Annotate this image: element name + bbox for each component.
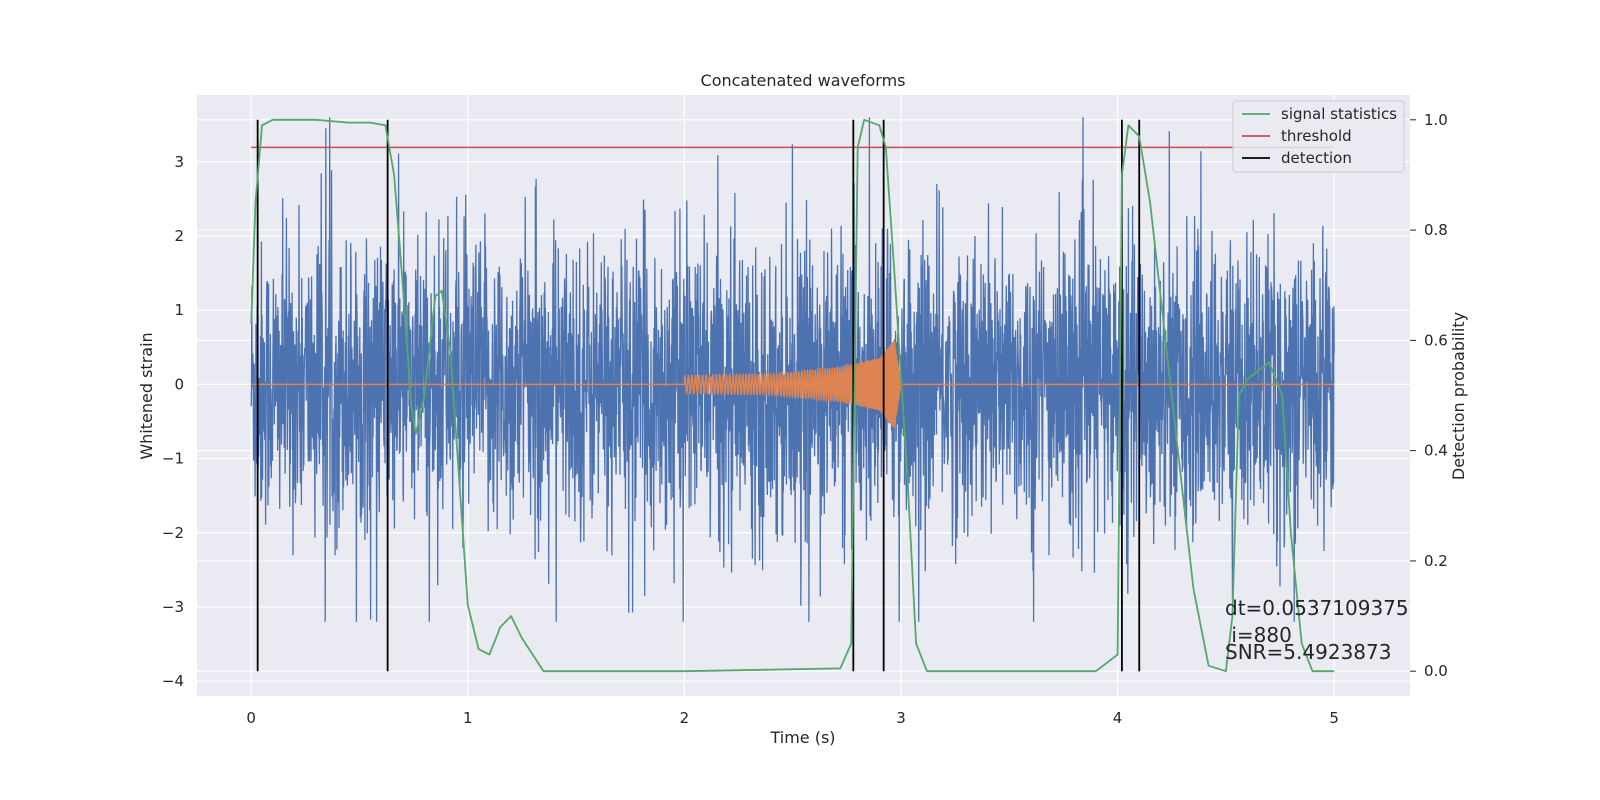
legend-box	[1232, 100, 1405, 173]
y-right-tick-label: 0.0	[1424, 662, 1448, 680]
legend-label-detection: detection	[1281, 149, 1352, 167]
y-right-tick-label: 1.0	[1424, 111, 1448, 129]
legend-label-threshold: threshold	[1281, 127, 1352, 145]
y-tick-label: 1	[174, 301, 184, 319]
annotation-index: i=880	[1225, 623, 1292, 647]
y-tick-label: −4	[162, 672, 184, 690]
y-right-tick-label: 0.2	[1424, 552, 1448, 570]
annotation-dt: dt=0.0537109375	[1225, 596, 1409, 620]
y-right-tick-label: 0.8	[1424, 221, 1448, 239]
injection-line	[251, 341, 1335, 428]
x-tick-label: 0	[246, 709, 256, 727]
x-tick-label: 1	[463, 709, 473, 727]
y-tick-label: 0	[174, 375, 184, 393]
y-tick-label: 3	[174, 153, 184, 171]
injection-series	[251, 341, 1335, 428]
signal-statistics-line	[250, 118, 1335, 673]
legend: signal statistics threshold detection	[1232, 100, 1405, 173]
y-tick-label: 2	[174, 227, 184, 245]
y-axis-right-label: Detection probability	[1449, 312, 1468, 480]
chart-title: Concatenated waveforms	[701, 71, 906, 90]
y-right-tick-label: 0.4	[1424, 442, 1448, 460]
x-tick-label: 3	[896, 709, 906, 727]
x-tick-label: 2	[680, 709, 690, 727]
x-tick-label: 5	[1329, 709, 1339, 727]
annotation-snr: SNR=5.4923873	[1225, 640, 1391, 664]
y-tick-label: −2	[162, 524, 184, 542]
signal-statistics-series	[250, 118, 1335, 673]
legend-label-signal-statistics: signal statistics	[1281, 105, 1397, 123]
y-right-tick-label: 0.6	[1424, 331, 1448, 349]
x-tick-label: 4	[1113, 709, 1123, 727]
y-tick-label: −1	[162, 450, 184, 468]
y-tick-label: −3	[162, 598, 184, 616]
y-axis-label: Whitened strain	[137, 332, 156, 459]
ticks: 0 1 2 3 4 5 −4 −3 −2 −1 0 1 2 3 0.0 0.2 0.4 0.6 0.8 1.0	[162, 111, 1448, 727]
x-axis-label: Time (s)	[769, 728, 835, 747]
